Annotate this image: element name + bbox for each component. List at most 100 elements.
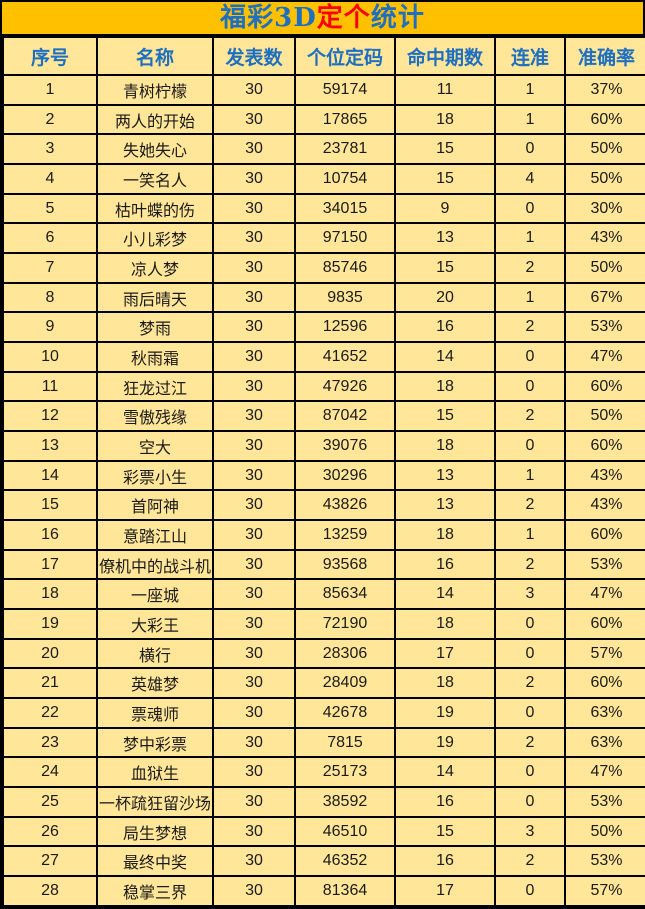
cell-hit-periods: 18: [394, 430, 496, 462]
cell-name: 凉人梦: [96, 252, 214, 284]
cell-hit-periods: 13: [394, 459, 496, 492]
cell-published: 30: [212, 163, 296, 195]
cell-accuracy: 47%: [564, 341, 645, 373]
cell-published: 30: [212, 756, 296, 789]
cell-name: 票魂师: [96, 697, 214, 729]
cell-units-code: 12596: [294, 311, 396, 344]
cell-name: 横行: [96, 637, 214, 670]
table-row: 15 首阿神 30 43826 13 2 43%: [2, 489, 645, 522]
cell-streak: 1: [494, 459, 566, 492]
col-header-units-code: 个位定码: [294, 36, 396, 76]
cell-hit-periods: 18: [394, 370, 496, 403]
title-segment: 统计: [370, 3, 425, 33]
cell-streak: 0: [494, 875, 566, 907]
cell-published: 30: [212, 341, 296, 373]
cell-name: 狂龙过江: [96, 370, 214, 403]
cell-units-code: 43826: [294, 489, 396, 522]
table-row: 25 一杯疏狂留沙场 30 38592 16 0 53%: [2, 786, 645, 818]
cell-hit-periods: 20: [394, 281, 496, 314]
cell-index: 4: [2, 163, 98, 195]
table-row: 1 青树柠檬 30 59174 11 1 37%: [2, 74, 645, 106]
cell-hit-periods: 15: [394, 163, 496, 195]
table-row: 22 票魂师 30 42678 19 0 63%: [2, 697, 645, 729]
table-row: 23 梦中彩票 30 7815 19 2 63%: [2, 726, 645, 759]
cell-units-code: 38592: [294, 786, 396, 818]
cell-accuracy: 60%: [564, 430, 645, 462]
cell-name: 空大: [96, 430, 214, 462]
cell-streak: 0: [494, 637, 566, 670]
cell-published: 30: [212, 815, 296, 848]
cell-published: 30: [212, 697, 296, 729]
cell-accuracy: 60%: [564, 608, 645, 640]
cell-units-code: 47926: [294, 370, 396, 403]
cell-streak: 2: [494, 845, 566, 878]
cell-accuracy: 60%: [564, 103, 645, 136]
cell-hit-periods: 14: [394, 578, 496, 611]
cell-published: 30: [212, 578, 296, 611]
cell-name: 秋雨霜: [96, 341, 214, 373]
cell-accuracy: 43%: [564, 459, 645, 492]
table-row: 21 英雄梦 30 28409 18 2 60%: [2, 667, 645, 700]
cell-units-code: 87042: [294, 400, 396, 433]
cell-streak: 2: [494, 311, 566, 344]
cell-name: 大彩王: [96, 608, 214, 640]
table-row: 10 秋雨霜 30 41652 14 0 47%: [2, 341, 645, 373]
cell-accuracy: 50%: [564, 400, 645, 433]
cell-hit-periods: 11: [394, 74, 496, 106]
table-row: 6 小儿彩梦 30 97150 13 1 43%: [2, 222, 645, 255]
page-title: 福彩3D定个统计: [220, 5, 425, 31]
cell-name: 失她失心: [96, 133, 214, 166]
cell-published: 30: [212, 667, 296, 700]
cell-index: 20: [2, 637, 98, 670]
cell-accuracy: 30%: [564, 192, 645, 225]
cell-name: 首阿神: [96, 489, 214, 522]
cell-name: 意踏江山: [96, 519, 214, 551]
cell-hit-periods: 18: [394, 103, 496, 136]
cell-accuracy: 60%: [564, 667, 645, 700]
cell-hit-periods: 13: [394, 489, 496, 522]
cell-accuracy: 67%: [564, 281, 645, 314]
col-header-streak: 连准: [494, 36, 566, 76]
cell-name: 最终中奖: [96, 845, 214, 878]
cell-streak: 1: [494, 103, 566, 136]
col-header-hit-periods: 命中期数: [394, 36, 496, 76]
cell-hit-periods: 16: [394, 548, 496, 581]
cell-accuracy: 53%: [564, 548, 645, 581]
cell-index: 5: [2, 192, 98, 225]
table-row: 16 意踏江山 30 13259 18 1 60%: [2, 519, 645, 551]
cell-name: 雨后晴天: [96, 281, 214, 314]
cell-units-code: 72190: [294, 608, 396, 640]
cell-streak: 1: [494, 222, 566, 255]
col-header-index: 序号: [2, 36, 98, 76]
cell-units-code: 97150: [294, 222, 396, 255]
cell-units-code: 10754: [294, 163, 396, 195]
cell-streak: 2: [494, 400, 566, 433]
table-row: 2 两人的开始 30 17865 18 1 60%: [2, 103, 645, 136]
cell-index: 26: [2, 815, 98, 848]
cell-units-code: 46352: [294, 845, 396, 878]
cell-accuracy: 63%: [564, 726, 645, 759]
cell-index: 25: [2, 786, 98, 818]
cell-hit-periods: 18: [394, 608, 496, 640]
cell-accuracy: 43%: [564, 222, 645, 255]
table-row: 26 局生梦想 30 46510 15 3 50%: [2, 815, 645, 848]
title-segment: 福彩3D: [220, 3, 317, 33]
cell-hit-periods: 15: [394, 815, 496, 848]
cell-accuracy: 50%: [564, 163, 645, 195]
cell-name: 青树柠檬: [96, 74, 214, 106]
cell-index: 7: [2, 252, 98, 284]
table-row: 19 大彩王 30 72190 18 0 60%: [2, 608, 645, 640]
cell-units-code: 30296: [294, 459, 396, 492]
cell-published: 30: [212, 370, 296, 403]
table-row: 3 失她失心 30 23781 15 0 50%: [2, 133, 645, 166]
table-row: 14 彩票小生 30 30296 13 1 43%: [2, 459, 645, 492]
cell-index: 24: [2, 756, 98, 789]
cell-index: 21: [2, 667, 98, 700]
cell-streak: 0: [494, 341, 566, 373]
cell-units-code: 85634: [294, 578, 396, 611]
cell-accuracy: 60%: [564, 519, 645, 551]
cell-units-code: 9835: [294, 281, 396, 314]
cell-hit-periods: 15: [394, 252, 496, 284]
cell-index: 10: [2, 341, 98, 373]
cell-name: 一座城: [96, 578, 214, 611]
